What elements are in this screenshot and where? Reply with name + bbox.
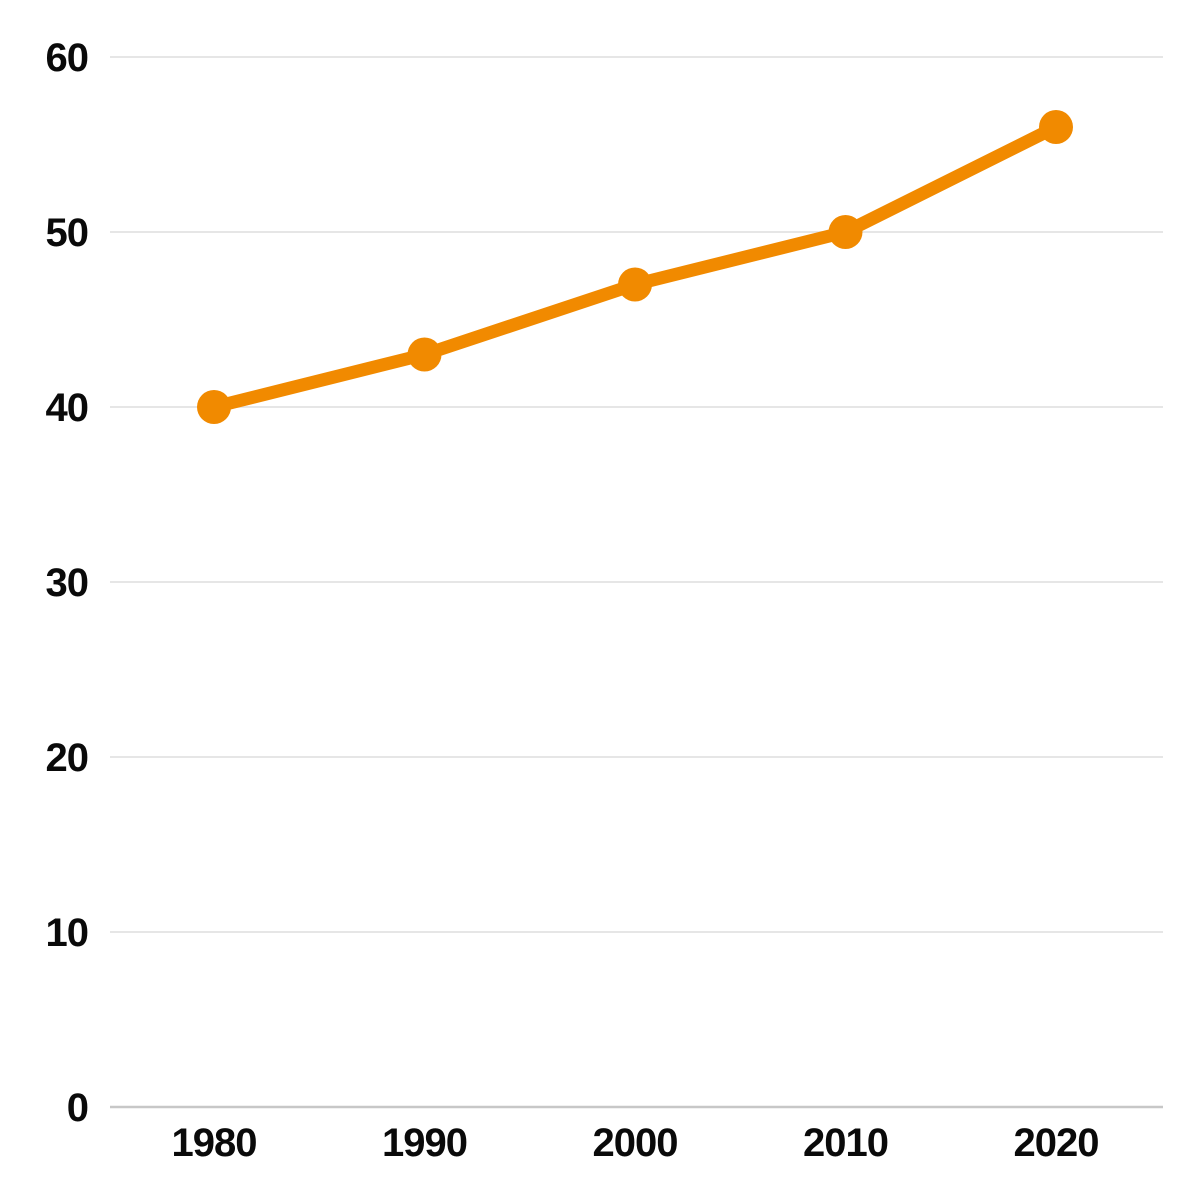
y-tick-label-10: 10 bbox=[46, 911, 89, 955]
y-tick-label-0: 0 bbox=[67, 1086, 88, 1130]
data-series-layer bbox=[197, 110, 1073, 424]
x-tick-label-1980: 1980 bbox=[172, 1121, 257, 1165]
y-tick-label-40: 40 bbox=[46, 386, 89, 430]
y-tick-label-30: 30 bbox=[46, 561, 89, 605]
x-tick-label-1990: 1990 bbox=[382, 1121, 467, 1165]
x-axis-tick-labels: 1980 1990 2000 2010 2020 bbox=[172, 1121, 1100, 1165]
data-point-1990 bbox=[407, 337, 442, 372]
y-tick-label-20: 20 bbox=[46, 736, 89, 780]
x-tick-label-2000: 2000 bbox=[593, 1121, 678, 1165]
y-tick-label-60: 60 bbox=[46, 36, 89, 80]
data-point-1980 bbox=[197, 390, 231, 424]
x-tick-label-2020: 2020 bbox=[1014, 1121, 1099, 1165]
y-axis-tick-labels: 0 10 20 30 40 50 60 bbox=[46, 36, 90, 1130]
data-line-series-1 bbox=[207, 120, 1063, 414]
x-tick-label-2010: 2010 bbox=[803, 1121, 888, 1165]
data-point-2020 bbox=[1039, 110, 1073, 144]
data-point-2010 bbox=[828, 215, 863, 249]
gridline-layer bbox=[110, 56, 1163, 1109]
y-tick-label-50: 50 bbox=[46, 211, 89, 255]
data-point-2000 bbox=[618, 267, 652, 302]
